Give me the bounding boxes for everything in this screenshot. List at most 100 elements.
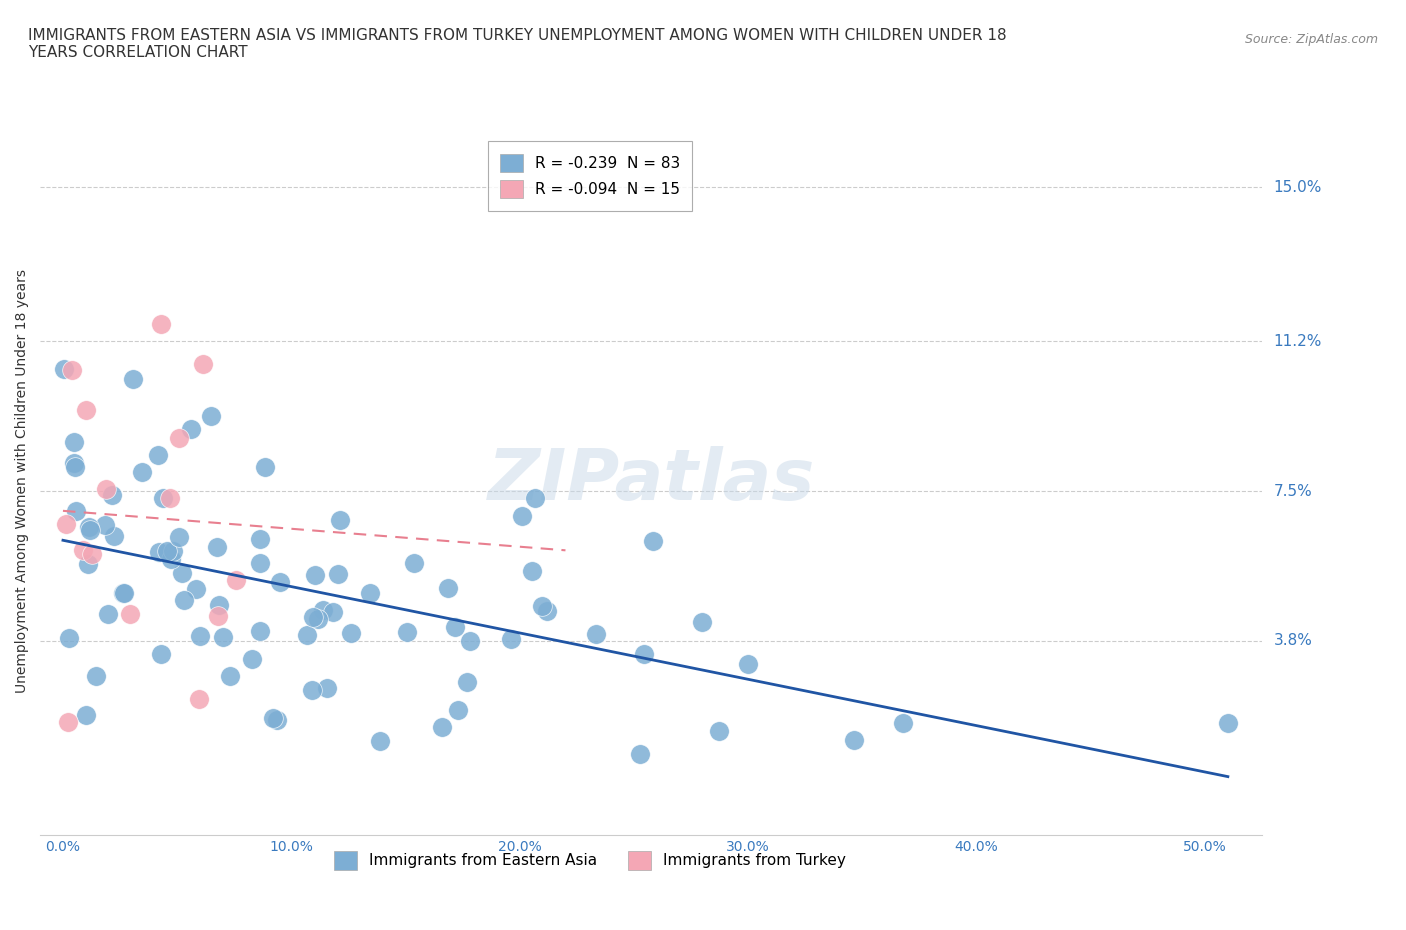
Point [56, 714, 79, 729]
Point [157, 546, 180, 561]
Point [80, 546, 103, 561]
Point [79, 523, 101, 538]
Point [307, 612, 329, 627]
Point [443, 620, 465, 635]
Point [368, 734, 391, 749]
Point [328, 566, 350, 581]
Point [628, 747, 651, 762]
Point [430, 720, 453, 735]
Point [184, 582, 207, 597]
Point [643, 534, 665, 549]
Point [75, 403, 97, 418]
Text: 11.2%: 11.2% [1274, 334, 1322, 349]
Point [118, 606, 141, 621]
Point [690, 615, 713, 630]
Point [77, 556, 100, 571]
Point [523, 491, 546, 506]
Point [146, 448, 169, 463]
Y-axis label: Unemployment Among Women with Children Under 18 years: Unemployment Among Women with Children U… [15, 269, 30, 693]
Point [77, 520, 100, 535]
Point [121, 371, 143, 386]
Point [301, 683, 323, 698]
Point [447, 703, 470, 718]
Point [249, 556, 271, 571]
Point [169, 530, 191, 545]
Point [520, 564, 543, 578]
Point [188, 628, 211, 643]
Point [315, 680, 337, 695]
Point [707, 724, 730, 739]
Point [101, 487, 124, 502]
Point [191, 356, 214, 371]
Point [225, 573, 247, 588]
Point [297, 628, 319, 643]
Point [262, 711, 284, 725]
Point [156, 544, 179, 559]
Point [402, 556, 425, 571]
Point [188, 691, 211, 706]
Point [322, 605, 344, 620]
Point [170, 565, 193, 580]
Point [131, 464, 153, 479]
Point [249, 532, 271, 547]
Point [162, 544, 184, 559]
Point [266, 712, 288, 727]
Point [249, 624, 271, 639]
Point [329, 512, 352, 527]
Point [112, 585, 135, 600]
Point [395, 624, 418, 639]
Text: Source: ZipAtlas.com: Source: ZipAtlas.com [1244, 33, 1378, 46]
Point [219, 669, 242, 684]
Point [207, 608, 229, 623]
Point [167, 431, 190, 445]
Point [58, 631, 80, 645]
Point [510, 509, 533, 524]
Point [160, 551, 183, 566]
Point [304, 567, 326, 582]
Point [173, 592, 195, 607]
Point [205, 539, 228, 554]
Point [150, 646, 173, 661]
Point [65, 503, 87, 518]
Point [240, 652, 263, 667]
Point [531, 599, 554, 614]
Point [1216, 716, 1239, 731]
Text: IMMIGRANTS FROM EASTERN ASIA VS IMMIGRANTS FROM TURKEY UNEMPLOYMENT AMONG WOMEN : IMMIGRANTS FROM EASTERN ASIA VS IMMIGRAN… [28, 28, 1007, 60]
Point [211, 630, 233, 644]
Point [501, 631, 523, 646]
Point [633, 647, 655, 662]
Text: 15.0%: 15.0% [1274, 179, 1322, 195]
Point [844, 733, 866, 748]
Point [63, 456, 86, 471]
Point [340, 625, 363, 640]
Point [536, 604, 558, 618]
Point [159, 490, 181, 505]
Point [63, 434, 86, 449]
Text: 7.5%: 7.5% [1274, 484, 1312, 498]
Point [585, 627, 607, 642]
Point [149, 316, 172, 331]
Point [456, 674, 478, 689]
Point [53, 362, 76, 377]
Point [437, 580, 460, 595]
Point [301, 609, 323, 624]
Point [180, 421, 202, 436]
Point [312, 603, 335, 618]
Point [460, 634, 482, 649]
Point [737, 658, 759, 672]
Point [891, 716, 914, 731]
Point [75, 708, 97, 723]
Text: 3.8%: 3.8% [1274, 633, 1312, 648]
Point [63, 459, 86, 474]
Point [55, 516, 77, 531]
Point [152, 491, 174, 506]
Point [254, 459, 277, 474]
Legend: Immigrants from Eastern Asia, Immigrants from Turkey: Immigrants from Eastern Asia, Immigrants… [326, 844, 853, 877]
Point [96, 481, 118, 496]
Text: ZIPatlas: ZIPatlas [488, 446, 815, 515]
Point [359, 586, 381, 601]
Point [112, 586, 135, 601]
Point [200, 408, 222, 423]
Point [97, 606, 120, 621]
Point [84, 668, 107, 683]
